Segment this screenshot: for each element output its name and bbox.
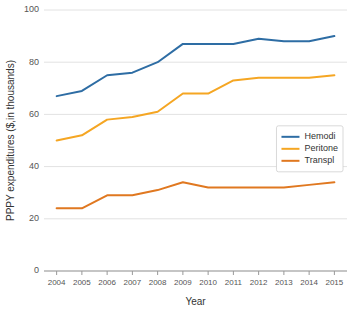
grid-line	[44, 62, 347, 63]
y-tick-label: 100	[24, 4, 39, 14]
x-axis-line	[44, 271, 347, 272]
legend-label: Hemodi	[304, 131, 335, 141]
legend-label: Peritone	[304, 143, 338, 153]
x-tick-label: 2013	[275, 278, 293, 287]
x-tick	[233, 271, 234, 275]
x-tick-label: 2009	[174, 278, 192, 287]
y-tick-label: 80	[29, 57, 39, 67]
x-tick	[132, 271, 133, 275]
x-tick	[157, 271, 158, 275]
x-tick	[107, 271, 108, 275]
x-tick-label: 2008	[149, 278, 167, 287]
x-tick-label: 2014	[300, 278, 318, 287]
x-tick	[309, 271, 310, 275]
legend-swatch	[281, 148, 299, 150]
x-tick-label: 2005	[73, 278, 91, 287]
x-tick-label: 2006	[98, 278, 116, 287]
x-axis-label: Year	[185, 296, 206, 307]
x-tick-label: 2007	[123, 278, 141, 287]
x-tick	[208, 271, 209, 275]
x-tick-label: 2010	[199, 278, 217, 287]
x-tick-label: 2004	[48, 278, 66, 287]
x-tick	[334, 271, 335, 275]
chart: 0 20 40 60 80 100 2004 2005 2006 2007 2008 2009 2010…	[0, 0, 357, 313]
lines	[57, 36, 335, 208]
grid-line	[44, 271, 347, 272]
x-tick-label: 2012	[250, 278, 268, 287]
x-tick-label: 2011	[225, 278, 243, 287]
series-line	[57, 36, 335, 96]
legend-swatch	[281, 160, 299, 162]
y-axis-label: PPPY expenditures ($,in thousands)	[5, 60, 16, 221]
series-line	[57, 182, 335, 208]
y-tick-label: 60	[29, 109, 39, 119]
legend-label: Transpl	[304, 155, 334, 165]
y-tick-label: 0	[34, 265, 39, 275]
x-tick	[258, 271, 259, 275]
x-tick-label: 2015	[325, 278, 343, 287]
legend-frame	[276, 126, 343, 172]
grid	[44, 10, 347, 271]
x-tick	[56, 271, 57, 275]
x-tick	[81, 271, 82, 275]
grid-line	[44, 10, 347, 11]
y-tick-label: 20	[29, 213, 39, 223]
legend: Hemodi Peritone Transpl	[276, 126, 343, 172]
x-tick	[283, 271, 284, 275]
legend-swatch	[281, 136, 299, 138]
grid-line	[44, 218, 347, 219]
y-tick-label: 40	[29, 161, 39, 171]
x-tick	[182, 271, 183, 275]
grid-line	[44, 114, 347, 115]
